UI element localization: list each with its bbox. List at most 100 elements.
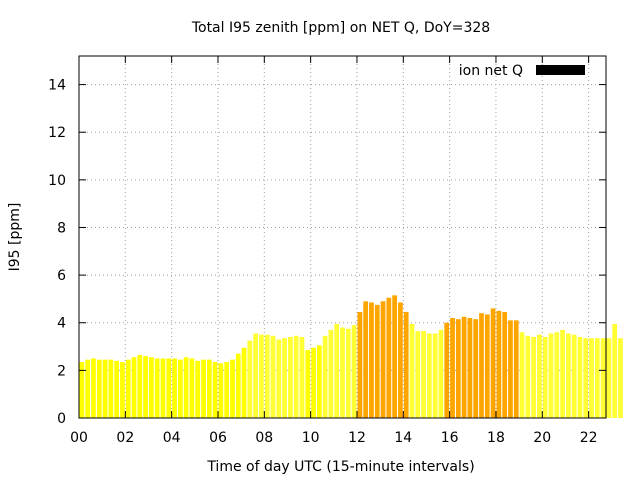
y-axis-label: I95 [ppm]: [7, 203, 23, 272]
bar: [299, 337, 305, 418]
bar: [594, 338, 600, 418]
ticks: [78, 56, 606, 419]
bar: [316, 345, 322, 418]
y-tick-label: 14: [48, 78, 66, 94]
bar: [618, 338, 623, 418]
bar: [421, 331, 426, 418]
bar: [79, 362, 85, 418]
bar: [85, 359, 91, 418]
bar: [548, 333, 554, 418]
bar: [415, 331, 421, 418]
x-tick-label: 22: [580, 430, 598, 446]
bar: [102, 359, 108, 418]
bar: [525, 335, 531, 418]
bar: [120, 362, 125, 418]
bar: [91, 358, 96, 418]
bar: [496, 310, 502, 418]
bar: [328, 329, 334, 418]
chart-title: Total I95 zenith [ppm] on NET Q, DoY=328: [191, 20, 490, 36]
bar: [160, 358, 166, 418]
bar: [351, 325, 357, 418]
y-tick-label: 10: [48, 173, 66, 189]
legend-label: ion net Q: [459, 63, 523, 79]
bar: [247, 340, 253, 418]
x-tick-label: 18: [487, 430, 505, 446]
y-tick-label: 4: [57, 316, 66, 332]
bar: [589, 338, 594, 418]
bar: [537, 334, 542, 418]
bar: [177, 359, 183, 418]
bar: [502, 312, 508, 418]
bar: [218, 363, 224, 418]
bar: [230, 359, 235, 418]
bar: [154, 358, 160, 418]
y-tick-label: 2: [57, 363, 66, 379]
bar: [513, 320, 519, 418]
bar: [166, 358, 172, 418]
bar: [450, 317, 455, 418]
x-axis-label: Time of day UTC (15-minute intervals): [206, 459, 474, 475]
bar: [577, 337, 583, 418]
grid: [79, 56, 606, 418]
bar: [600, 338, 606, 418]
bar: [288, 337, 293, 418]
bar: [96, 359, 102, 418]
bar: [473, 319, 479, 418]
bar: [149, 357, 154, 418]
bar: [426, 333, 432, 418]
bar: [571, 334, 577, 418]
bar: [137, 354, 143, 418]
plot-frame: [78, 55, 607, 419]
bar: [565, 333, 571, 418]
bar: [212, 362, 218, 418]
bar: [357, 312, 363, 418]
bar: [531, 337, 536, 418]
bar: [542, 337, 548, 418]
x-tick-label: 14: [394, 430, 412, 446]
bar: [276, 339, 282, 418]
y-tick-label: 6: [57, 268, 66, 284]
bar: [305, 350, 311, 418]
x-tick-label: 00: [70, 430, 88, 446]
bar: [322, 335, 328, 418]
bar: [606, 338, 612, 418]
bar: [374, 304, 380, 418]
bar: [345, 328, 351, 418]
bar: [519, 332, 525, 418]
bar: [282, 338, 287, 418]
bar: [195, 360, 201, 418]
bar: [125, 359, 131, 418]
bars: [79, 295, 623, 418]
bar: [264, 334, 270, 418]
bar: [189, 358, 195, 418]
x-tick-label: 10: [302, 430, 320, 446]
bar: [380, 301, 386, 418]
y-tick-label: 12: [48, 125, 66, 141]
bar: [201, 359, 206, 418]
bar: [467, 317, 473, 418]
bar: [583, 338, 589, 418]
bar: [108, 359, 114, 418]
bar: [508, 320, 513, 418]
x-tick-label: 02: [116, 430, 134, 446]
bar: [334, 323, 340, 418]
bar: [224, 362, 230, 418]
bar: [206, 359, 212, 418]
x-tick-label: 08: [255, 430, 273, 446]
bar: [432, 333, 438, 418]
bar: [455, 319, 461, 418]
bar: [403, 312, 409, 418]
bar: [461, 316, 467, 418]
bar: [293, 335, 299, 418]
bar: [409, 323, 415, 418]
bar: [369, 302, 374, 418]
bar: [235, 353, 241, 418]
x-tick-label: 16: [441, 430, 459, 446]
bar: [560, 329, 565, 418]
bar: [183, 357, 189, 418]
bar: [484, 314, 490, 418]
legend-swatch: [536, 65, 585, 75]
bar: [392, 295, 397, 418]
